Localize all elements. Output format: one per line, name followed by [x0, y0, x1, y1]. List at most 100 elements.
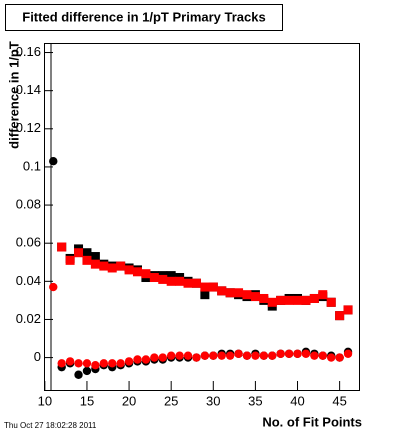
x-tick-label: 40 [290, 393, 304, 408]
x-tick-label: 30 [206, 393, 220, 408]
circle-point [65, 357, 75, 366]
square-point [242, 290, 252, 300]
circle-point [49, 157, 58, 166]
circle-point [74, 359, 83, 368]
square-point [234, 288, 244, 298]
circle-point [116, 359, 125, 368]
y-tick-label: 0.1 [23, 158, 41, 173]
square-point [191, 278, 201, 288]
title-box [5, 4, 283, 31]
square-point [200, 282, 210, 292]
square-point [166, 276, 176, 286]
circle-point [200, 351, 210, 360]
circle-point [318, 351, 327, 360]
circle-point [99, 359, 108, 368]
square-point [250, 292, 260, 302]
circle-point [82, 366, 92, 376]
circle-point [91, 361, 100, 370]
square-point [343, 305, 353, 315]
y-tick-label: 0.02 [16, 311, 41, 326]
x-tick-label: 35 [248, 393, 262, 408]
square-point [107, 263, 117, 273]
square-point [166, 271, 176, 281]
square-point [335, 311, 345, 321]
circle-point [217, 351, 226, 360]
chart-title: Fitted difference in 1/pT Primary Tracks [22, 9, 265, 24]
y-tick-label: 0.14 [16, 82, 41, 97]
circle-point [251, 351, 260, 360]
circle-point [49, 282, 58, 292]
y-tick-label: 0.16 [16, 44, 41, 59]
square-point [318, 290, 328, 300]
y-tick-label: 0.12 [16, 120, 41, 135]
square-point [82, 248, 92, 258]
square-point [267, 297, 277, 307]
circle-point [175, 351, 184, 360]
circle-point [150, 353, 159, 362]
x-tick-label: 10 [38, 393, 52, 408]
circle-point [335, 353, 344, 362]
x-tick-label: 45 [332, 393, 346, 408]
y-tick-label: 0.08 [16, 196, 41, 211]
square-point [158, 274, 168, 284]
circle-point [183, 351, 193, 360]
circle-point [133, 355, 142, 364]
square-point [200, 290, 210, 300]
square-point [99, 261, 109, 271]
circle-point [141, 355, 151, 364]
circle-point [209, 351, 218, 360]
y-axis-label: difference in 1/pT [6, 41, 21, 149]
square-point [65, 255, 75, 265]
square-point [57, 242, 67, 252]
square-point [217, 286, 227, 296]
circle-point [57, 359, 66, 368]
circle-point [234, 349, 243, 358]
square-point [293, 295, 303, 305]
circle-point [310, 351, 319, 360]
square-point [225, 288, 235, 298]
circle-point [108, 359, 117, 368]
y-tick-label: 0.06 [16, 235, 41, 250]
square-point [276, 295, 286, 305]
x-tick-label: 20 [122, 393, 136, 408]
x-tick-label: 15 [80, 393, 94, 408]
square-point [175, 276, 185, 286]
square-point [124, 265, 134, 275]
circle-point [343, 349, 353, 358]
circle-point [192, 353, 201, 362]
x-axis-label: No. of Fit Points [262, 414, 362, 429]
square-point [141, 269, 151, 279]
square-point [183, 278, 193, 288]
circle-point [301, 349, 311, 358]
circle-point [259, 351, 269, 360]
circle-point [225, 351, 235, 360]
square-point [259, 293, 269, 303]
circle-point [124, 357, 134, 366]
circle-point [284, 349, 294, 358]
x-tick-label: 25 [164, 393, 178, 408]
circle-point [242, 351, 252, 360]
square-point [301, 295, 311, 305]
timestamp: Thu Oct 27 18:02:28 2011 [4, 421, 97, 430]
square-point [116, 261, 126, 271]
square-point [74, 248, 84, 258]
circle-point [74, 370, 83, 379]
frame [44, 43, 360, 391]
circle-point [268, 351, 277, 360]
square-point [326, 297, 336, 307]
square-point [132, 267, 142, 277]
circle-point [276, 349, 285, 358]
circle-point [293, 349, 302, 358]
circle-point [166, 351, 176, 360]
circle-point [82, 359, 92, 368]
circle-point [327, 353, 336, 362]
square-point [90, 252, 100, 262]
square-point [149, 273, 159, 283]
square-point [82, 255, 92, 265]
square-point [309, 293, 319, 303]
square-point [284, 295, 294, 305]
square-point [208, 282, 218, 292]
square-point [90, 259, 100, 269]
y-tick-label: 0.04 [16, 273, 41, 288]
